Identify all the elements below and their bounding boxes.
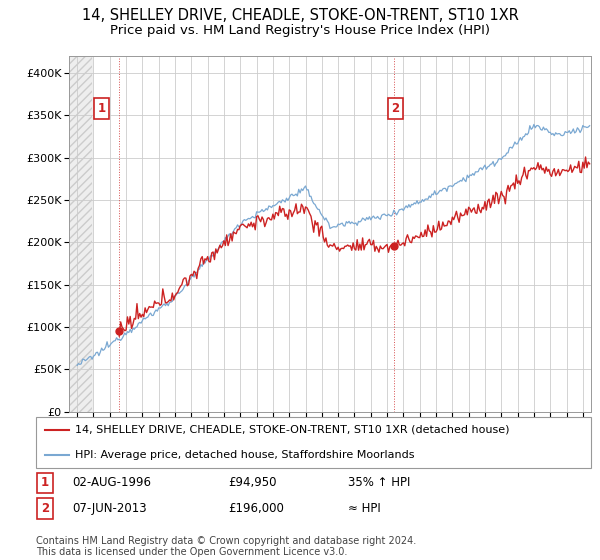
- Text: Price paid vs. HM Land Registry's House Price Index (HPI): Price paid vs. HM Land Registry's House …: [110, 24, 490, 36]
- Text: £94,950: £94,950: [228, 476, 277, 489]
- Bar: [69, 56, 92, 412]
- Text: 2: 2: [391, 102, 400, 115]
- Text: 07-JUN-2013: 07-JUN-2013: [72, 502, 146, 515]
- Bar: [69, 56, 92, 412]
- Text: 02-AUG-1996: 02-AUG-1996: [72, 476, 151, 489]
- Text: 14, SHELLEY DRIVE, CHEADLE, STOKE-ON-TRENT, ST10 1XR: 14, SHELLEY DRIVE, CHEADLE, STOKE-ON-TRE…: [82, 8, 518, 24]
- Text: £196,000: £196,000: [228, 502, 284, 515]
- Text: 14, SHELLEY DRIVE, CHEADLE, STOKE-ON-TRENT, ST10 1XR (detached house): 14, SHELLEY DRIVE, CHEADLE, STOKE-ON-TRE…: [75, 424, 509, 435]
- Text: 1: 1: [98, 102, 106, 115]
- Text: 35% ↑ HPI: 35% ↑ HPI: [348, 476, 410, 489]
- Text: Contains HM Land Registry data © Crown copyright and database right 2024.
This d: Contains HM Land Registry data © Crown c…: [36, 535, 416, 557]
- Text: 2: 2: [41, 502, 49, 515]
- Text: 1: 1: [41, 476, 49, 489]
- Text: ≈ HPI: ≈ HPI: [348, 502, 381, 515]
- Text: HPI: Average price, detached house, Staffordshire Moorlands: HPI: Average price, detached house, Staf…: [75, 450, 415, 460]
